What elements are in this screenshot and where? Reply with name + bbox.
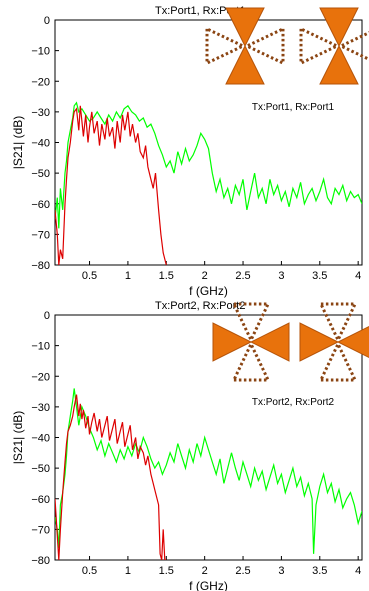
antenna-arm-left	[212, 322, 253, 362]
y-tick-label: 0	[44, 310, 50, 322]
x-tick-label: 4	[355, 270, 361, 282]
antenna-arm-left	[299, 322, 340, 362]
y-tick-label: −60	[31, 199, 50, 211]
x-tick-label: 2.5	[235, 270, 250, 282]
y-tick-label: −40	[31, 433, 50, 445]
antenna-arm-top	[225, 7, 265, 48]
y-tick-label: −20	[31, 76, 50, 88]
series-line-1	[55, 101, 362, 229]
antenna-arm-left-dotted	[299, 26, 341, 66]
y-tick-label: 0	[44, 15, 50, 27]
x-tick-label: 2.5	[235, 565, 250, 577]
y-tick-label: −70	[31, 524, 50, 536]
series-line-1	[55, 388, 362, 554]
x-tick-label: 1	[125, 565, 131, 577]
y-tick-label: −50	[31, 463, 50, 475]
antenna-icon-group	[205, 7, 369, 85]
y-tick-label: −10	[31, 341, 50, 353]
x-tick-label: 3	[278, 270, 284, 282]
y-tick-label: −40	[31, 138, 50, 150]
antenna-arm-bottom-dotted	[318, 340, 358, 382]
x-axis-label: f (GHz)	[189, 284, 228, 298]
antenna-arm-right	[336, 325, 369, 359]
y-tick-label: −80	[31, 260, 50, 272]
y-tick-label: −20	[31, 371, 50, 383]
x-tick-label: 0.5	[82, 565, 97, 577]
antenna-icon-group	[212, 302, 369, 382]
x-tick-label: 1.5	[159, 270, 174, 282]
antenna-arm-bottom	[225, 44, 265, 85]
x-tick-label: 4	[355, 565, 361, 577]
antenna-arm-bottom	[319, 44, 359, 85]
series-group	[55, 388, 362, 560]
x-axis-label: f (GHz)	[189, 579, 228, 591]
y-tick-label: −30	[31, 402, 50, 414]
antenna-icon-right	[299, 7, 369, 85]
x-tick-label: 2	[202, 565, 208, 577]
antenna-arm-left-dotted	[205, 26, 247, 66]
y-axis-label: |S21| (dB)	[11, 116, 25, 170]
y-tick-label: −60	[31, 494, 50, 506]
chart-annotation: Tx:Port1, Rx:Port1	[252, 102, 335, 113]
series-group	[55, 101, 362, 265]
antenna-arm-top-dotted	[318, 302, 358, 344]
antenna-icon-left	[205, 7, 285, 85]
chart-title: Tx:Port1, Rx:Port1	[155, 5, 245, 17]
antenna-arm-right	[249, 322, 290, 362]
x-tick-label: 3	[278, 565, 284, 577]
chart-panel-1: 0 −10 −20 −30 −40 −50 −60 −70 −80 0.5 1 1.5 2 2.5 3 3.5…	[11, 5, 369, 298]
series-line-2	[55, 105, 167, 265]
x-tick-label: 1	[125, 270, 131, 282]
x-tick-label: 3.5	[312, 565, 327, 577]
antenna-arm-right-dotted	[243, 26, 285, 66]
y-tick-label: −50	[31, 168, 50, 180]
y-axis-label: |S21| (dB)	[11, 411, 25, 465]
antenna-arm-bottom-dotted	[231, 340, 271, 382]
chart-title: Tx:Port2, Rx:Port2	[155, 300, 245, 312]
y-tick-label: −80	[31, 555, 50, 567]
chart-panel-2: 0 −10 −20 −30 −40 −50 −60 −70 −80 0.5 1 1.5 2 2.5 3 3.5…	[11, 300, 369, 591]
y-tick-label: −10	[31, 46, 50, 58]
y-tick-label: −70	[31, 229, 50, 241]
x-tick-label: 2	[202, 270, 208, 282]
x-tick-label: 1.5	[159, 565, 174, 577]
x-tick-label: 0.5	[82, 270, 97, 282]
x-tick-label: 3.5	[312, 270, 327, 282]
antenna-arm-top	[319, 7, 359, 48]
antenna-icon-left	[212, 302, 290, 382]
antenna-arm-top-dotted	[231, 302, 271, 344]
antenna-icon-right	[299, 302, 369, 382]
chart-annotation: Tx:Port2, Rx:Port2	[252, 397, 335, 408]
y-tick-label: −30	[31, 107, 50, 119]
series-line-2	[55, 394, 167, 560]
